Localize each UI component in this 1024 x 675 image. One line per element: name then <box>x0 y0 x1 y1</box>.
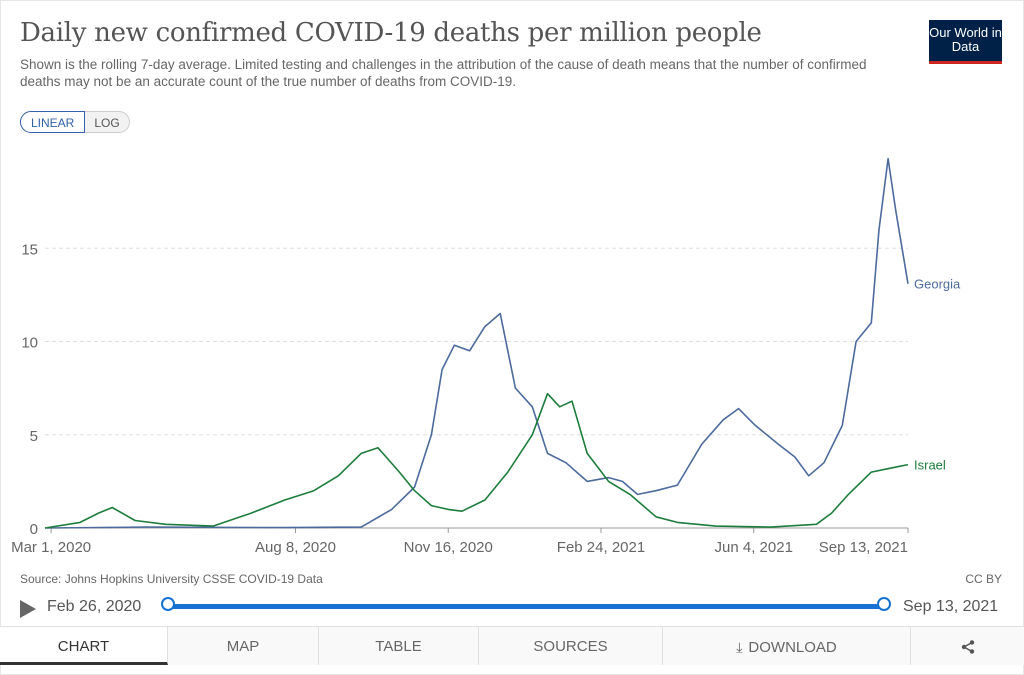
y-tick-label: 5 <box>30 428 38 445</box>
timeline-end-handle[interactable] <box>877 597 891 611</box>
y-tick-label: 10 <box>21 335 38 352</box>
chart-subtitle: Shown is the rolling 7-day average. Limi… <box>20 57 867 89</box>
source-note[interactable]: Source: Johns Hopkins University CSSE CO… <box>20 572 323 586</box>
x-tick-label: Sep 13, 2021 <box>819 539 908 556</box>
timeline: Feb 26, 2020 Sep 13, 2021 <box>0 592 1024 622</box>
x-tick-label: Nov 16, 2020 <box>404 539 493 556</box>
log-scale-button[interactable]: LOG <box>85 111 130 133</box>
play-icon[interactable] <box>20 600 36 618</box>
timeline-track[interactable] <box>168 604 884 609</box>
series-label-georgia[interactable]: Georgia <box>914 277 961 292</box>
x-tick-label: Jun 4, 2021 <box>715 539 793 556</box>
series-lines: Georgia Israel <box>44 157 961 529</box>
tab-chart[interactable]: CHART <box>0 627 168 665</box>
chart-title: Daily new confirmed COVID-19 deaths per … <box>20 18 762 48</box>
line-chart: 0 5 10 15 Mar 1, 2020 Aug 8, 2020 Nov 16, 202… <box>11 157 961 556</box>
y-tick-label: 15 <box>21 241 38 258</box>
timeline-end-label: Sep 13, 2021 <box>903 598 999 615</box>
timeline-start-label: Feb 26, 2020 <box>47 598 142 615</box>
x-tick-label: Mar 1, 2020 <box>11 539 91 556</box>
download-label: DOWNLOAD <box>748 639 837 656</box>
tab-table[interactable]: TABLE <box>319 627 479 665</box>
tab-download[interactable]: ⤓ DOWNLOAD <box>663 627 911 665</box>
series-line-georgia[interactable] <box>44 157 909 529</box>
license-link[interactable]: CC BY <box>965 572 1002 586</box>
series-line-israel[interactable] <box>44 392 909 529</box>
series-label-israel[interactable]: Israel <box>914 458 946 473</box>
linear-scale-button[interactable]: LINEAR <box>20 111 86 133</box>
timeline-start-handle[interactable] <box>161 597 175 611</box>
tab-share[interactable] <box>911 627 1024 665</box>
x-tick-label: Feb 24, 2021 <box>557 539 645 556</box>
share-icon <box>961 640 974 654</box>
tab-sources[interactable]: SOURCES <box>479 627 663 665</box>
y-tick-label: 0 <box>30 521 38 538</box>
tab-map[interactable]: MAP <box>168 627 319 665</box>
x-tick-label: Aug 8, 2020 <box>255 539 336 556</box>
tab-bar: CHART MAP TABLE SOURCES ⤓ DOWNLOAD <box>0 626 1024 665</box>
scale-toggle: LINEAR LOG <box>20 111 130 133</box>
owid-logo[interactable]: Our World in Data <box>929 20 1002 64</box>
download-icon: ⤓ <box>736 639 743 655</box>
grid-lines <box>45 247 908 529</box>
y-axis-ticks: 0 5 10 15 <box>21 241 38 538</box>
x-axis-ticks: Mar 1, 2020 Aug 8, 2020 Nov 16, 2020 Feb 24… <box>11 528 909 556</box>
